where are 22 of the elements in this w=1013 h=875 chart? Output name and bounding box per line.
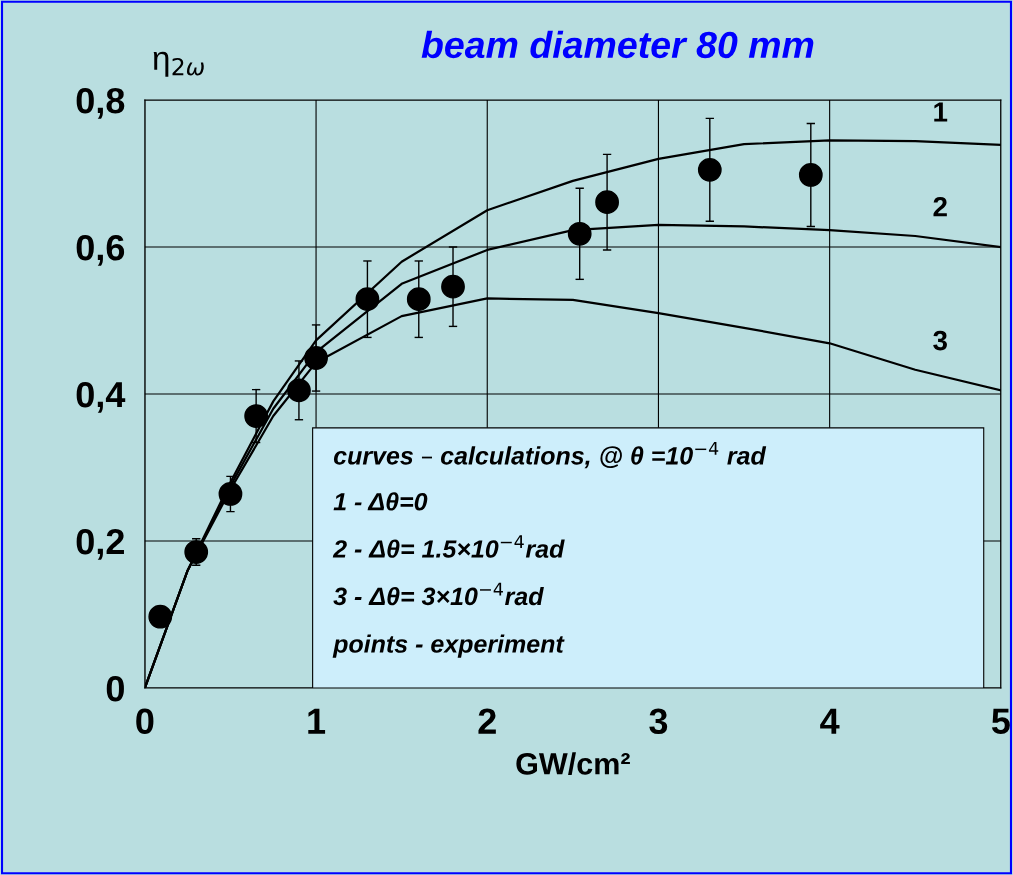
y-tick-label: 0,8 [76, 87, 125, 119]
annotation: 1 - Δθ=0 [333, 492, 428, 511]
y-tick-label: 0,2 [76, 528, 124, 560]
y-tick-label: 0,4 [76, 381, 126, 413]
annotation: 3 - Δθ= 3×10$^{−4}$rad [333, 582, 544, 606]
annotation: points - experiment [332, 634, 565, 658]
y-tick-label: 0,6 [76, 234, 125, 266]
x-tick-label: 2 [478, 708, 496, 734]
chart-title: beam diameter 80 mm [421, 30, 814, 59]
x-tick-label: 1 [308, 708, 326, 734]
series-label: 3 [933, 330, 947, 351]
x-tick-label: 0 [136, 708, 154, 734]
series-label: 2 [933, 196, 947, 217]
x-tick-label: 5 [991, 708, 1010, 734]
annotation: curves – calculations, @ θ =10$^{−4}$ rad [333, 442, 767, 469]
y-tick-label: 0 [106, 675, 124, 702]
series-label: 1 [934, 102, 948, 122]
x-tick-label: 3 [649, 708, 668, 735]
y-axis-title: η$_{2ω}$ [153, 51, 204, 77]
x-axis-title: GW/cm² [516, 752, 630, 775]
x-tick-label: 4 [820, 708, 840, 734]
annotation: 2 - Δθ= 1.5×10$^{−4}$rad [332, 535, 565, 558]
